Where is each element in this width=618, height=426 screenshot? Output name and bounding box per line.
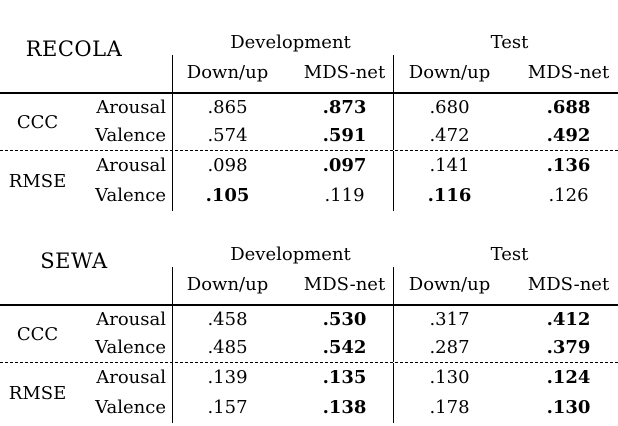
value-cell: .680 [393,94,505,122]
value-cell: .135 [322,367,367,388]
table-row: Arousal .139 .135 .130 .124 [75,363,618,393]
value-cell: .097 [322,155,367,176]
metric-group-ccc: CCC Arousal .458 .530 .317 .412 Valence … [0,306,618,362]
row-label: Valence [95,185,166,206]
row-label: Arousal [96,155,166,176]
metric-group-rmse: RMSE Arousal .098 .097 .141 .136 Valence… [0,150,618,211]
subcol-dev-downup: Down/up [172,267,282,304]
column-group-row: Development Test [172,28,618,55]
results-table-recola: RECOLA Development Test Down/up MDS-net … [0,28,618,211]
value-cell: .317 [393,306,505,334]
subcol-test-downup: Down/up [393,267,505,304]
metric-label: CCC [16,111,59,133]
value-cell: .178 [393,393,505,423]
metric-rows: Arousal .865 .873 .680 .688 Valence .574… [75,94,618,150]
value-cell: .865 [172,94,282,122]
metric-rows: Arousal .458 .530 .317 .412 Valence .485… [75,306,618,362]
table-row: Valence .574 .591 .472 .492 [75,122,618,150]
col-group-development: Development [230,244,351,265]
table-row: Arousal .098 .097 .141 .136 [75,151,618,181]
table-row: Valence .485 .542 .287 .379 [75,334,618,362]
value-cell: .138 [322,397,367,418]
table-row: Arousal .458 .530 .317 .412 [75,306,618,334]
metric-rows: Arousal .098 .097 .141 .136 Valence .105… [75,151,618,211]
value-cell: .458 [172,306,282,334]
metric-group-ccc: CCC Arousal .865 .873 .680 .688 Valence … [0,94,618,150]
value-cell: .574 [172,122,282,150]
column-headers: Development Test Down/up MDS-net Down/up… [172,240,618,304]
row-label: Valence [95,337,166,358]
value-cell: .130 [393,363,505,393]
value-cell: .139 [172,363,282,393]
table-row: Arousal .865 .873 .680 .688 [75,94,618,122]
value-cell: .141 [393,151,505,181]
row-label: Arousal [96,309,166,330]
col-group-development: Development [230,32,351,53]
subcol-dev-mdsnet: MDS-net [303,62,386,83]
table-title: RECOLA [25,37,123,61]
table-title-cell: SEWA [0,240,172,304]
value-cell: .542 [322,337,367,358]
value-cell: .591 [322,125,367,146]
value-cell: .485 [172,334,282,362]
table-header: RECOLA Development Test Down/up MDS-net … [0,28,618,94]
column-group-row: Development Test [172,240,618,267]
row-label: Valence [95,397,166,418]
table-title: SEWA [40,249,108,273]
value-cell: .124 [546,367,591,388]
metric-label: RMSE [8,382,67,404]
value-cell: .287 [393,334,505,362]
metric-group-rmse: RMSE Arousal .139 .135 .130 .124 Valence… [0,362,618,423]
value-cell: .119 [324,185,365,206]
table-header: SEWA Development Test Down/up MDS-net Do… [0,240,618,306]
row-label: Arousal [96,367,166,388]
value-cell: .530 [322,309,367,330]
value-cell: .157 [172,393,282,423]
value-cell: .688 [546,97,591,118]
col-group-test: Test [490,244,529,265]
value-cell: .472 [393,122,505,150]
sub-column-row: Down/up MDS-net Down/up MDS-net [172,55,618,92]
column-headers: Development Test Down/up MDS-net Down/up… [172,28,618,92]
row-label: Arousal [96,97,166,118]
metric-label: CCC [16,323,59,345]
row-label: Valence [95,125,166,146]
value-cell: .098 [172,151,282,181]
value-cell: .873 [322,97,367,118]
value-cell: .116 [393,181,505,211]
col-group-test: Test [490,32,529,53]
value-cell: .136 [546,155,591,176]
subcol-test-mdsnet: MDS-net [527,62,610,83]
value-cell: .492 [546,125,591,146]
metric-rows: Arousal .139 .135 .130 .124 Valence .157… [75,363,618,423]
value-cell: .126 [548,185,589,206]
results-table-sewa: SEWA Development Test Down/up MDS-net Do… [0,240,618,423]
subcol-test-mdsnet: MDS-net [527,274,610,295]
table-row: Valence .105 .119 .116 .126 [75,181,618,211]
value-cell: .105 [172,181,282,211]
table-row: Valence .157 .138 .178 .130 [75,393,618,423]
subcol-test-downup: Down/up [393,55,505,92]
subcol-dev-mdsnet: MDS-net [303,274,386,295]
sub-column-row: Down/up MDS-net Down/up MDS-net [172,267,618,304]
metric-label: RMSE [8,170,67,192]
subcol-dev-downup: Down/up [172,55,282,92]
table-title-cell: RECOLA [0,28,172,92]
value-cell: .412 [546,309,591,330]
value-cell: .379 [546,337,591,358]
value-cell: .130 [546,397,591,418]
